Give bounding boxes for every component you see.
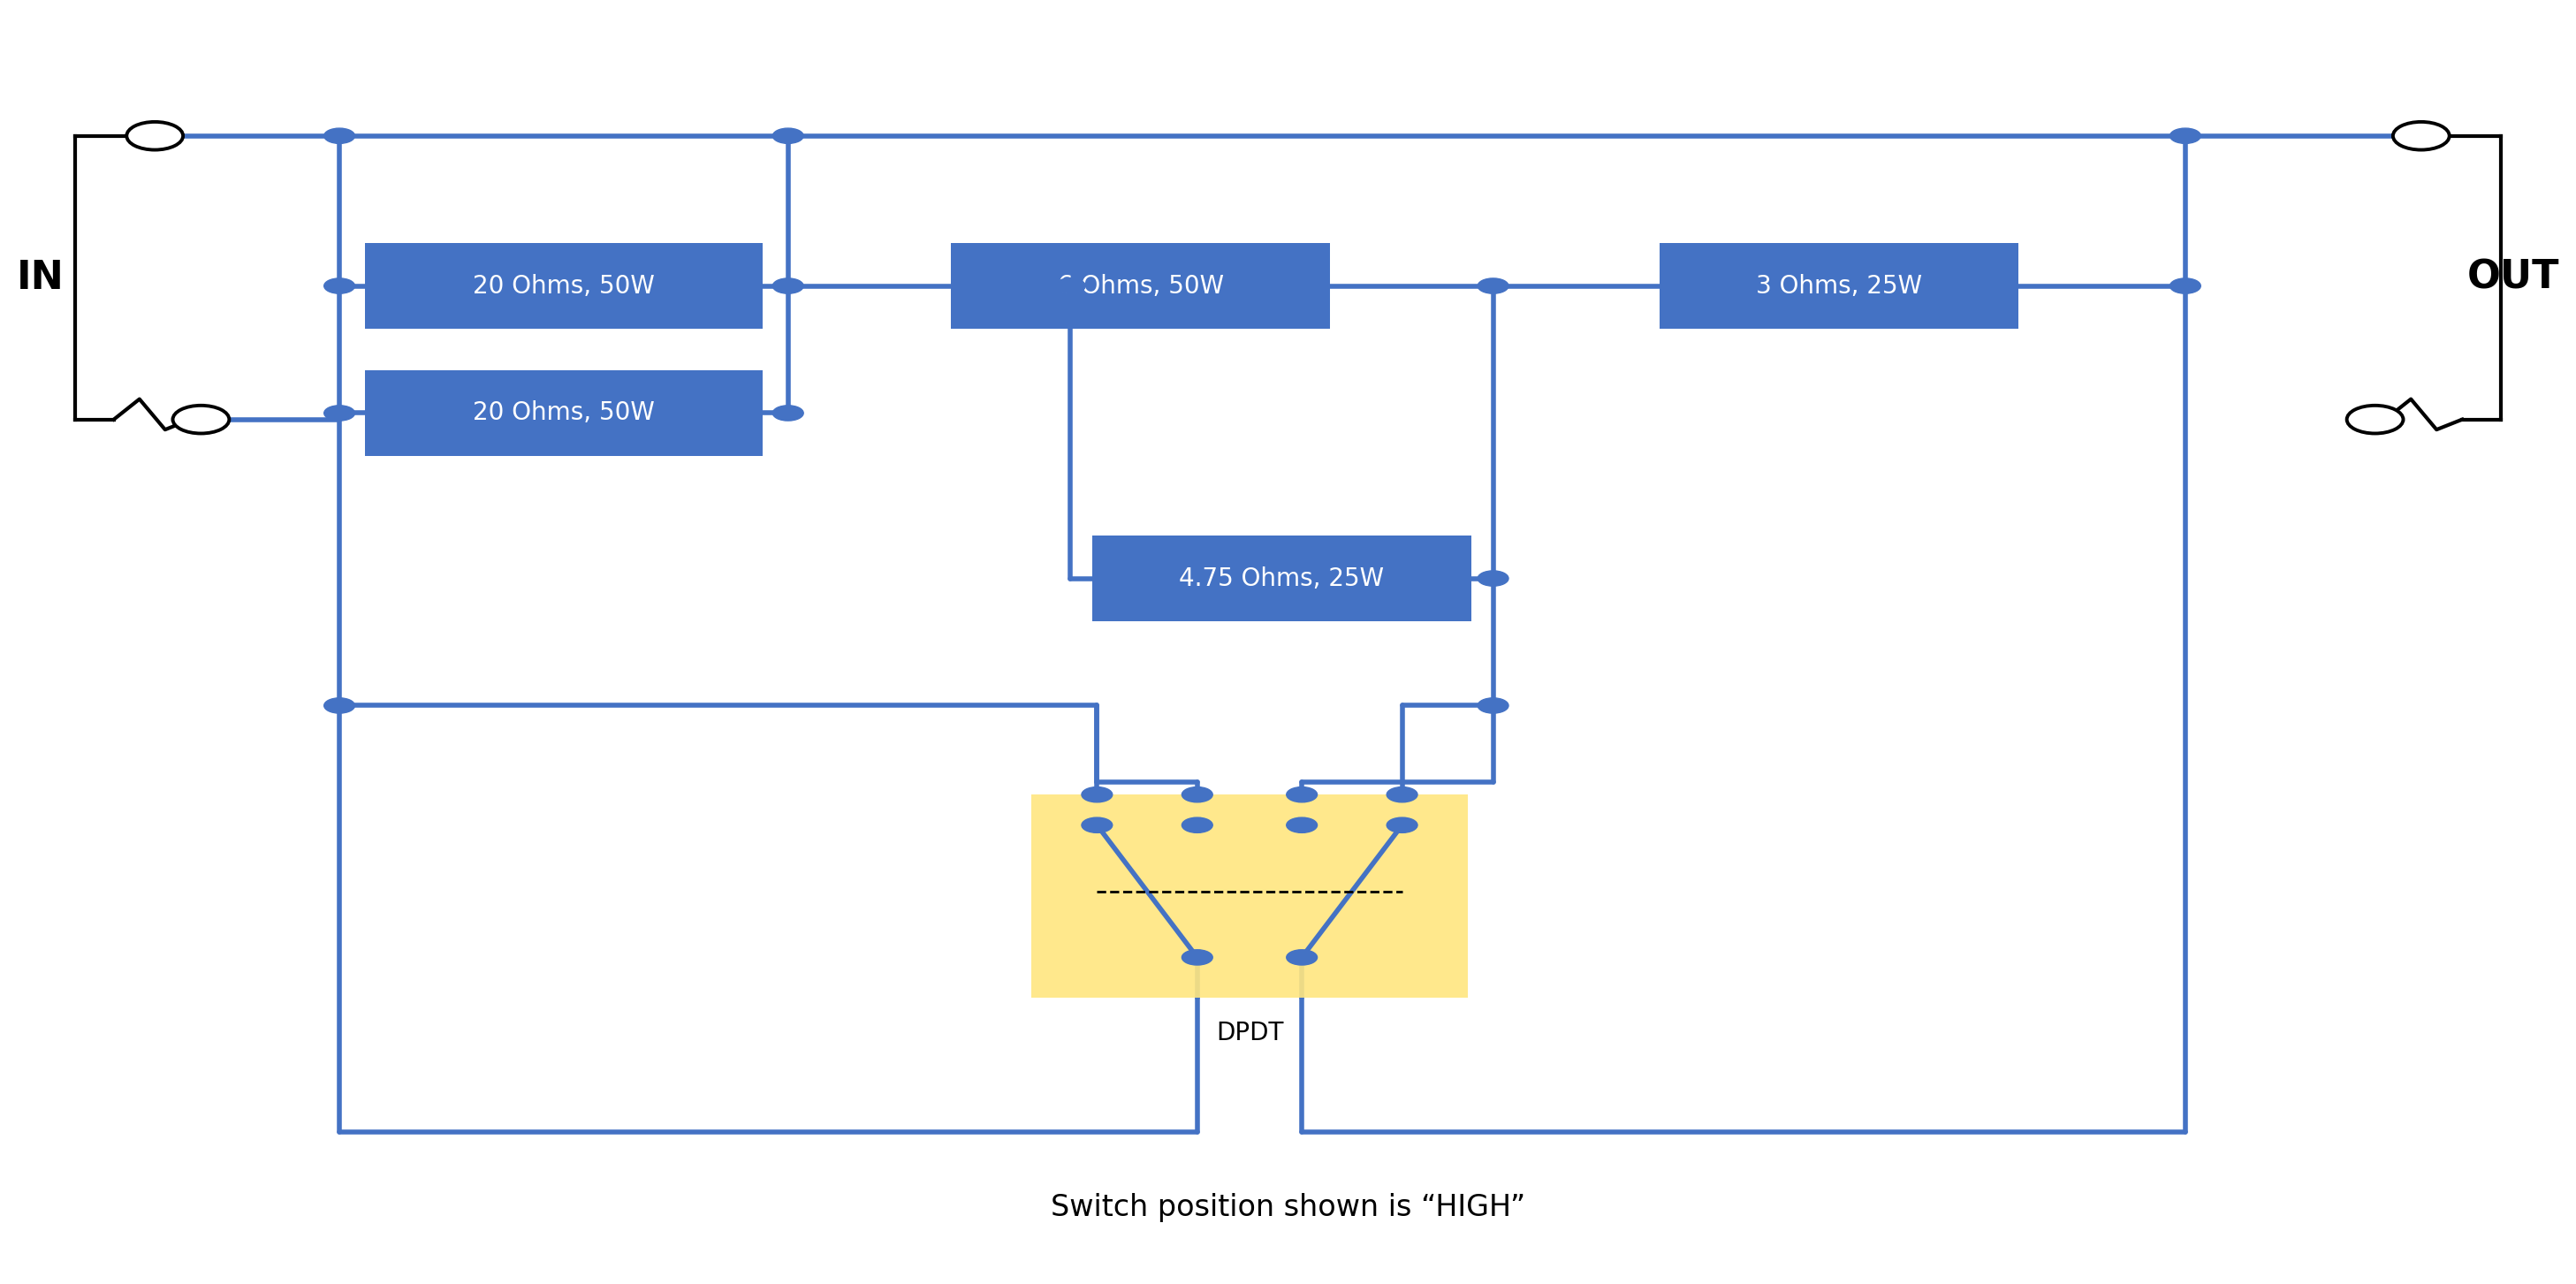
- Circle shape: [1386, 787, 1417, 802]
- Circle shape: [325, 279, 355, 294]
- Text: OUT: OUT: [2468, 258, 2561, 297]
- Text: DPDT: DPDT: [1216, 1021, 1283, 1045]
- Text: 3 Ohms, 25W: 3 Ohms, 25W: [1757, 273, 1922, 298]
- Circle shape: [2347, 406, 2403, 434]
- Circle shape: [773, 128, 804, 144]
- Circle shape: [1479, 279, 1510, 294]
- Circle shape: [2169, 128, 2200, 144]
- Circle shape: [1182, 787, 1213, 802]
- Circle shape: [325, 406, 355, 421]
- FancyBboxPatch shape: [366, 370, 762, 456]
- FancyBboxPatch shape: [1092, 535, 1471, 621]
- Text: 6 Ohms, 50W: 6 Ohms, 50W: [1059, 273, 1224, 298]
- Circle shape: [1182, 818, 1213, 833]
- Circle shape: [2169, 279, 2200, 294]
- Text: 20 Ohms, 50W: 20 Ohms, 50W: [474, 401, 654, 425]
- FancyBboxPatch shape: [1659, 243, 2020, 329]
- Text: IN: IN: [15, 258, 64, 297]
- Circle shape: [1386, 818, 1417, 833]
- Circle shape: [773, 406, 804, 421]
- Circle shape: [173, 406, 229, 434]
- Circle shape: [1082, 818, 1113, 833]
- Circle shape: [1285, 950, 1316, 966]
- Circle shape: [1285, 787, 1316, 802]
- Circle shape: [325, 698, 355, 713]
- Circle shape: [325, 128, 355, 144]
- FancyBboxPatch shape: [366, 243, 762, 329]
- Circle shape: [2393, 122, 2450, 150]
- Text: 20 Ohms, 50W: 20 Ohms, 50W: [474, 273, 654, 298]
- Text: 4.75 Ohms, 25W: 4.75 Ohms, 25W: [1180, 566, 1383, 591]
- Circle shape: [773, 279, 804, 294]
- Circle shape: [1285, 818, 1316, 833]
- FancyBboxPatch shape: [1030, 795, 1468, 998]
- Text: Switch position shown is “HIGH”: Switch position shown is “HIGH”: [1051, 1193, 1525, 1222]
- Circle shape: [1479, 571, 1510, 586]
- Circle shape: [1182, 950, 1213, 966]
- Circle shape: [1082, 787, 1113, 802]
- Circle shape: [1054, 279, 1084, 294]
- Circle shape: [126, 122, 183, 150]
- FancyBboxPatch shape: [951, 243, 1329, 329]
- Circle shape: [1479, 698, 1510, 713]
